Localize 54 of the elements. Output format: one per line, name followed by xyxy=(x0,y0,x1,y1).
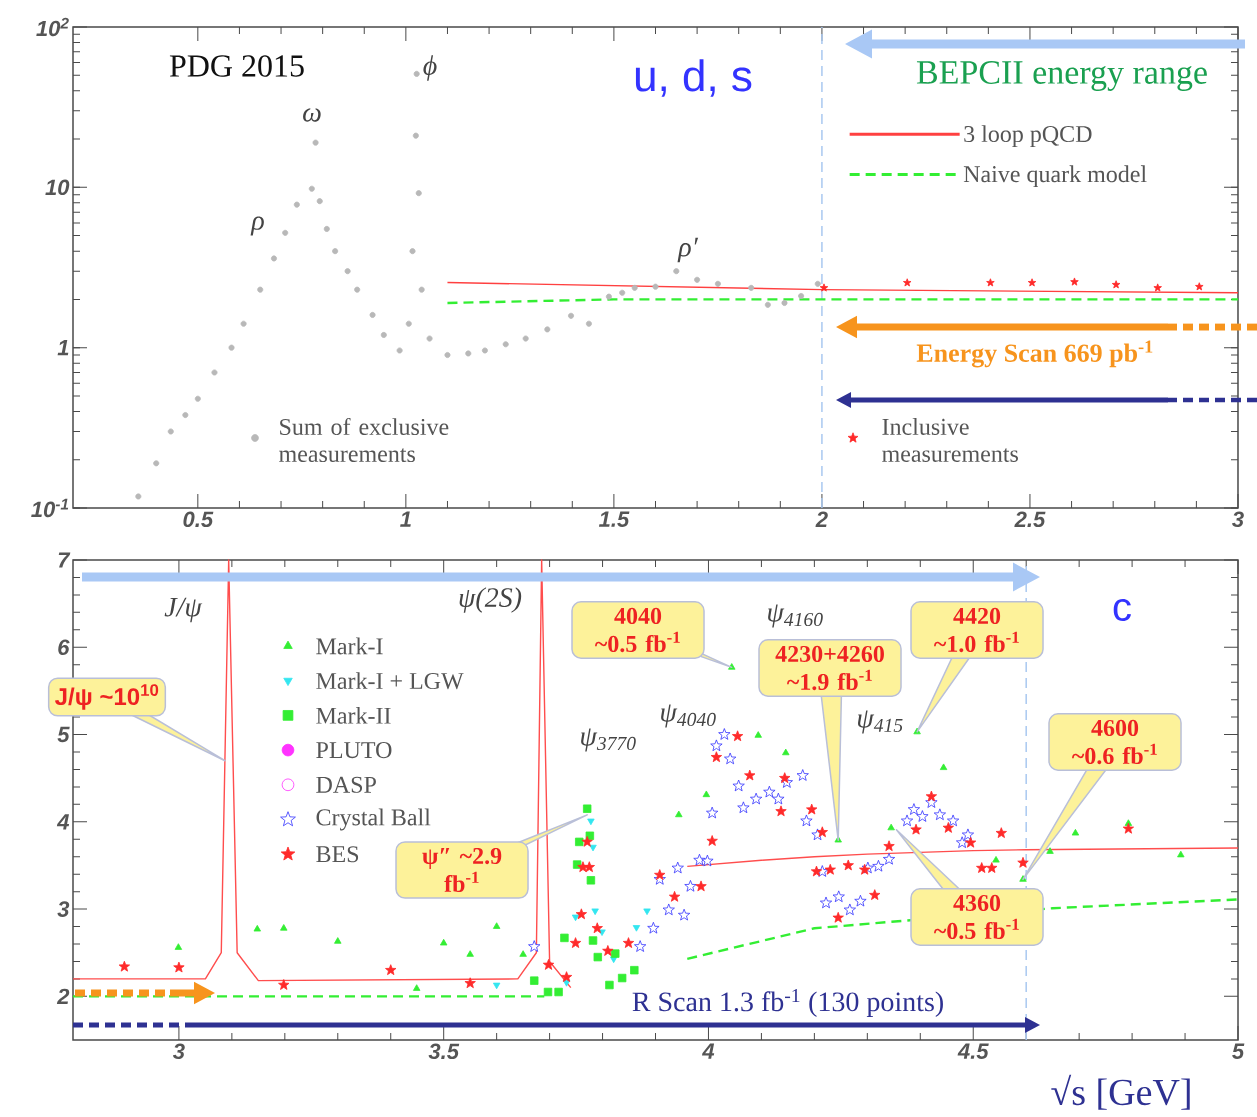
x-tick-label: 4.5 xyxy=(957,1043,989,1059)
y-tick-label: 10$^{-1}$ xyxy=(31,498,69,518)
x-axis-title: √s [GeV] xyxy=(1051,1074,1190,1110)
legend-label: PLUTO xyxy=(316,742,392,759)
annotation: ϕ xyxy=(423,55,437,81)
annotation: 4420 ~1.0 fb$^{-1}$ xyxy=(934,607,1019,653)
annotation: ρ xyxy=(250,216,264,236)
annotation: ψ″ ~2.9 fb$^{-1}$ xyxy=(422,847,502,893)
y-tick-label: 7 xyxy=(58,552,71,568)
y-tick-label: 3 xyxy=(57,901,70,917)
x-tick-label: 5 xyxy=(1232,1043,1245,1059)
legend-label: Crystal Ball xyxy=(316,808,431,831)
annotation: 4600 ~0.6 fb$^{-1}$ xyxy=(1072,719,1157,765)
annotation: BEPCII energy range xyxy=(916,61,1207,91)
annotation: J/ψ xyxy=(164,597,203,623)
annotation: ψ(2S) xyxy=(459,587,522,613)
annotation: c xyxy=(1113,599,1131,621)
annotation: ψ$_{4040}$ xyxy=(661,704,716,728)
annotation: R Scan 1.3 fb$^{-1}$ (130 points) xyxy=(632,989,943,1017)
annotation: J/ψ ~10$^{10}$ xyxy=(55,684,159,710)
annotation: Energy Scan 669 pb$^{-1}$ xyxy=(916,340,1153,368)
annotation: u, d, s xyxy=(635,59,752,97)
x-tick-label: 2.5 xyxy=(1014,511,1046,528)
annotation: PDG 2015 xyxy=(169,55,304,77)
x-tick-label: 3 xyxy=(1232,511,1244,528)
legend-label: Naive quark model xyxy=(963,165,1147,188)
legend-label: Inclusive measurements xyxy=(882,418,1018,462)
x-tick-label: 1.5 xyxy=(598,511,630,527)
x-tick-label: 3 xyxy=(172,1043,185,1060)
y-tick-label: 1 xyxy=(57,340,69,356)
x-tick-label: 3.5 xyxy=(428,1043,460,1060)
legend-label: 3 loop pQCD xyxy=(964,125,1092,147)
annotation: ω xyxy=(303,108,321,122)
x-tick-label: 4 xyxy=(701,1043,715,1059)
y-tick-label: 4 xyxy=(56,814,70,830)
y-tick-label: 6 xyxy=(58,639,70,656)
x-tick-label: 1 xyxy=(400,511,411,527)
annotation: ψ$_{3770}$ xyxy=(581,728,636,752)
legend-label: Mark-I xyxy=(316,637,383,655)
legend-label: BES xyxy=(316,846,359,863)
annotation: 4230+4260 ~1.9 fb$^{-1}$ xyxy=(775,645,884,691)
legend-label: Mark-II xyxy=(316,706,391,724)
legend-label: Mark-I + LGW xyxy=(316,672,464,690)
y-tick-label: 5 xyxy=(57,726,70,743)
x-tick-label: 2 xyxy=(815,511,828,527)
annotation: ψ$_{415}$ xyxy=(858,710,903,734)
legend-label: Sum of exclusive measurements xyxy=(279,417,449,463)
y-tick-label: 10$^{2}$ xyxy=(36,17,69,37)
y-tick-label: 10 xyxy=(45,179,70,196)
y-tick-label: 2 xyxy=(56,988,70,1005)
x-tick-label: 0.5 xyxy=(183,511,214,528)
legend-label: DASP xyxy=(316,776,376,793)
annotation: ψ$_{4160}$ xyxy=(768,604,823,628)
annotation: ρ′ xyxy=(677,237,699,263)
